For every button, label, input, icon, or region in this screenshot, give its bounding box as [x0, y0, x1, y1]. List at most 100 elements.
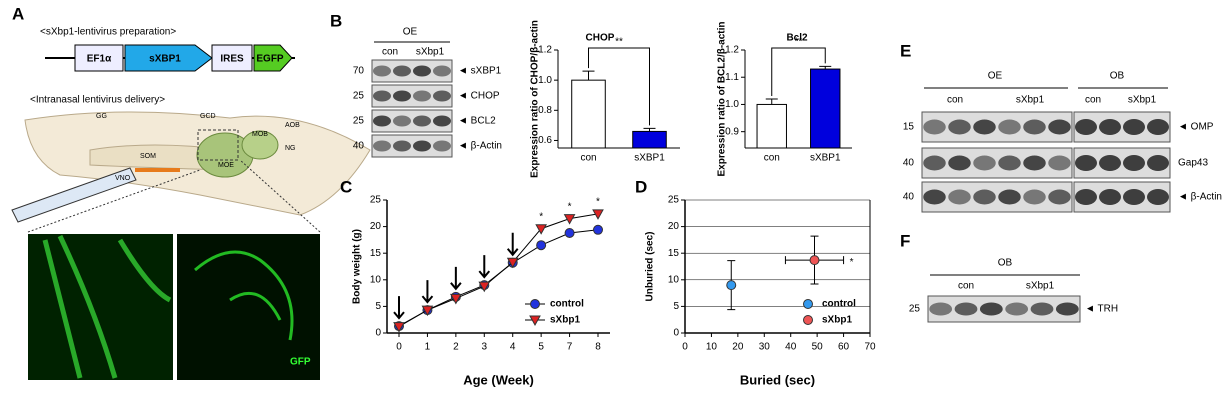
band: [1147, 119, 1169, 135]
x-tick-label: 7: [567, 342, 573, 353]
blot-strip: [371, 84, 453, 108]
data-point: [536, 240, 547, 251]
band: [1123, 155, 1145, 171]
y-axis-label: Unburied (sec): [645, 231, 656, 301]
y-tick-label: 15: [668, 248, 680, 259]
y-tick-label: 5: [375, 301, 381, 312]
band: [1023, 119, 1046, 135]
construct-label: IRES: [220, 54, 244, 65]
band-label: ◄ CHOP: [458, 91, 500, 102]
lane-label: con: [1085, 95, 1101, 106]
band: [929, 302, 953, 316]
legend-marker: [529, 315, 541, 327]
legend-marker: [530, 299, 540, 309]
error-bar: [819, 65, 832, 70]
band-label: ◄ β-Actin: [458, 141, 502, 152]
y-axis-label: Expression ratio of BCL2/β-actin: [717, 21, 728, 176]
x-tick-label: 70: [864, 342, 876, 353]
data-point: [593, 224, 603, 235]
data-point: [421, 305, 434, 317]
data-point: [563, 214, 576, 225]
mw-marker: 70: [353, 66, 365, 77]
panel-label: B: [330, 11, 342, 30]
data-point: [726, 280, 737, 291]
band: [1123, 119, 1145, 135]
band: [948, 189, 971, 205]
band: [973, 189, 996, 205]
x-tick-label: 3: [482, 342, 488, 353]
anatomy-label: MOB: [252, 131, 268, 138]
error-bar: [582, 70, 595, 81]
band: [1075, 119, 1097, 135]
anatomy-label: GCD: [200, 113, 216, 120]
error-bar: [765, 98, 778, 105]
x-tick-label: 40: [785, 342, 797, 353]
x-tick-label: 1: [425, 342, 431, 353]
significance-bracket: [771, 47, 826, 96]
band-label: ◄ OMP: [1178, 122, 1214, 133]
panel-label: C: [340, 177, 352, 196]
y-tick-label: 25: [668, 195, 680, 206]
x-tick-label: con: [764, 153, 780, 164]
band: [1075, 155, 1097, 171]
panel-label: E: [900, 41, 911, 60]
band: [433, 140, 451, 152]
injection-arrow: [450, 266, 462, 291]
x-tick-label: 10: [706, 342, 718, 353]
band: [373, 115, 391, 127]
data-point: [506, 257, 519, 269]
image-label: GFP: [290, 357, 311, 368]
panel-label: D: [635, 177, 647, 196]
x-tick-label: 2: [453, 342, 459, 353]
band-label: ◄ β-Actin: [1178, 192, 1222, 203]
construct-label: EF1α: [87, 54, 112, 65]
data-point: [809, 255, 820, 266]
band-label: Gap43: [1178, 158, 1208, 169]
band: [998, 189, 1021, 205]
zoom-line: [239, 159, 321, 233]
pipette: [11, 167, 137, 223]
band: [954, 302, 978, 316]
band: [1030, 302, 1054, 316]
reporter-arrow: [253, 44, 293, 72]
promoter-box: [74, 44, 124, 72]
band: [413, 65, 431, 77]
y-tick-label: 10: [668, 274, 680, 285]
band: [948, 119, 971, 135]
chart-title: CHOP: [586, 33, 615, 44]
y-tick-label: 10: [370, 274, 382, 285]
band: [979, 302, 1003, 316]
band: [1147, 189, 1169, 205]
y-tick-label: 1.2: [725, 45, 739, 56]
band: [1075, 189, 1097, 205]
band: [1048, 189, 1071, 205]
gene-arrow: [124, 44, 213, 72]
data-point: [393, 322, 405, 333]
band: [413, 90, 431, 102]
band-label: ◄ BCL2: [458, 116, 496, 127]
band: [1048, 155, 1071, 171]
construct-title: <sXbp1-lentivirus preparation>: [40, 27, 176, 38]
x-tick-label: sXBP1: [810, 153, 841, 164]
delivery-title: <Intranasal lentivirus delivery>: [30, 95, 165, 106]
x-tick-label: 0: [682, 342, 688, 353]
band: [1147, 155, 1169, 171]
lane-label: con: [958, 281, 974, 292]
band: [413, 115, 431, 127]
band: [433, 65, 451, 77]
data-point: [478, 281, 491, 293]
band: [393, 90, 411, 102]
ires-box: [211, 44, 253, 72]
band: [1099, 119, 1121, 135]
y-tick-label: 20: [370, 221, 382, 232]
data-point: [564, 227, 575, 238]
anatomy-label: NG: [285, 145, 296, 152]
chart-title: Bcl2: [786, 33, 808, 44]
x-tick-label: 20: [732, 342, 744, 353]
band: [923, 119, 946, 135]
anatomy-label: MOE: [218, 162, 234, 169]
band: [433, 90, 451, 102]
tissue-label: OE: [988, 71, 1003, 82]
blot-strip: [921, 111, 1073, 143]
band: [1099, 155, 1121, 171]
